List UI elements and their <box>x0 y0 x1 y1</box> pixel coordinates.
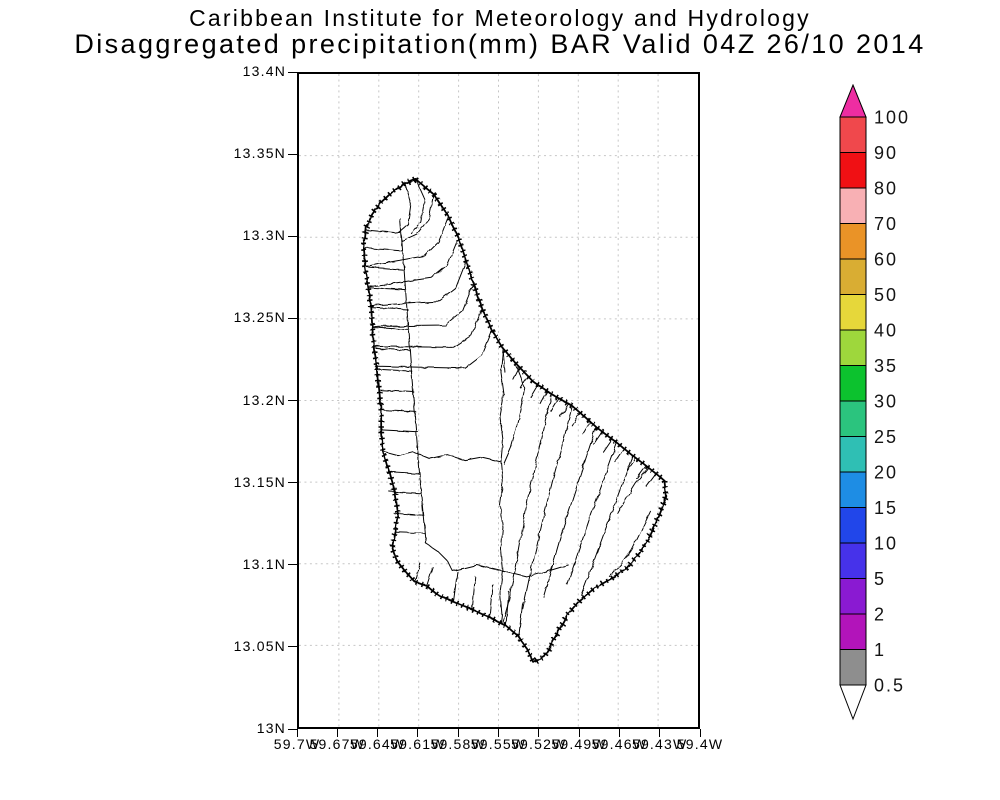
page-title: Caribbean Institute for Meteorology and … <box>189 5 811 31</box>
map-plot-area <box>297 72 700 729</box>
y-tick-label: 13.2N <box>242 391 286 408</box>
colorbar-tick-label: 2 <box>874 605 886 625</box>
colorbar-segment <box>839 329 867 366</box>
colorbar-tick-label: 10 <box>874 534 898 554</box>
axis-tick <box>288 728 297 730</box>
page-subtitle: Disaggregated precipitation(mm) BAR Vali… <box>74 29 926 59</box>
axis-tick <box>288 71 297 73</box>
y-tick-label: 13.25N <box>233 309 286 326</box>
colorbar-segment <box>839 436 867 473</box>
axis-tick <box>288 482 297 484</box>
colorbar-segment <box>839 613 867 650</box>
barbados-island <box>360 176 670 666</box>
colorbar-segment <box>839 471 867 508</box>
colorbar-tick-label: 40 <box>874 321 898 341</box>
x-tick-label: 59.46W <box>591 736 648 752</box>
axis-tick <box>288 317 297 319</box>
precipitation-colorbar: 100 90 80 70 60 50 40 35 30 25 20 15 10 5 2 1 0.5 <box>839 84 910 721</box>
y-tick-label: 13.4N <box>242 63 286 79</box>
colorbar-tick-label: 0.5 <box>874 676 905 696</box>
y-axis: 13.4N 13.35N 13.3N 13.25N 13.2N 13.15N 13.1N 13… <box>0 0 292 800</box>
y-tick-label: 13.3N <box>242 227 286 244</box>
axis-tick <box>538 729 540 737</box>
colorbar-tick-label: 60 <box>874 250 898 270</box>
x-tick-label: 59.43W <box>631 736 688 752</box>
colorbar-segment <box>839 649 867 686</box>
axis-tick <box>417 729 419 737</box>
axis-tick <box>288 400 297 401</box>
x-tick-label: 59.61W <box>390 736 446 752</box>
watershed-boundaries <box>362 178 656 638</box>
axis-tick <box>336 729 338 737</box>
colorbar-segment <box>839 400 867 437</box>
axis-tick <box>288 235 297 237</box>
axis-tick <box>296 729 298 737</box>
x-tick-label: 59.4W <box>676 736 724 752</box>
colorbar-tick-label: 100 <box>874 108 910 128</box>
x-tick-label: 59.67W <box>309 736 366 752</box>
colorbar-segment <box>839 365 867 402</box>
colorbar-tick-label: 80 <box>874 179 898 199</box>
colorbar-tick-label: 70 <box>874 214 898 234</box>
colorbar-segment <box>839 258 867 295</box>
x-tick-label: 59.49W <box>551 736 607 752</box>
y-tick-label: 13.35N <box>233 145 286 162</box>
axis-tick <box>457 729 459 737</box>
colorbar-tick-label: 1 <box>874 640 886 660</box>
axis-tick <box>288 646 297 648</box>
colorbar-segment <box>839 578 867 615</box>
x-tick-label: 59.52W <box>511 736 567 752</box>
y-tick-label: 13.15N <box>233 473 286 490</box>
axis-tick <box>618 729 620 737</box>
colorbar-segment <box>839 187 867 224</box>
axis-tick <box>377 729 379 737</box>
axis-tick <box>498 729 499 737</box>
axis-tick <box>288 564 297 566</box>
colorbar-segment <box>839 507 867 544</box>
colorbar-segment <box>839 223 867 260</box>
colorbar-tick-label: 90 <box>874 143 898 163</box>
colorbar-segment <box>839 152 867 189</box>
x-tick-label: 59.64W <box>349 736 406 752</box>
x-tick-label: 59.55W <box>470 736 527 752</box>
axis-tick <box>578 729 580 737</box>
colorbar-segment <box>839 542 867 579</box>
axis-tick <box>659 729 661 737</box>
colorbar-tick-label: 5 <box>874 569 886 589</box>
colorbar-under-arrow-icon <box>839 684 867 721</box>
colorbar-over-arrow-icon <box>839 84 867 118</box>
colorbar-tick-label: 30 <box>874 392 898 412</box>
axis-tick <box>288 153 297 155</box>
barbados-map <box>299 74 698 727</box>
y-tick-label: 13.1N <box>242 555 286 572</box>
colorbar-tick-label: 20 <box>874 463 898 483</box>
y-tick-label: 13N <box>256 720 286 736</box>
colorbar-segment <box>839 294 867 331</box>
colorbar-tick-label: 15 <box>874 498 898 518</box>
x-tick-label: 59.58W <box>430 736 486 752</box>
colorbar-tick-label: 25 <box>874 427 898 447</box>
colorbar-segment <box>839 116 867 153</box>
y-tick-label: 13.05N <box>233 637 286 654</box>
colorbar-tick-label: 50 <box>874 285 898 305</box>
colorbar-tick-label: 35 <box>874 356 898 376</box>
axis-tick <box>699 729 701 737</box>
x-tick-label: 59.7W <box>273 736 321 752</box>
